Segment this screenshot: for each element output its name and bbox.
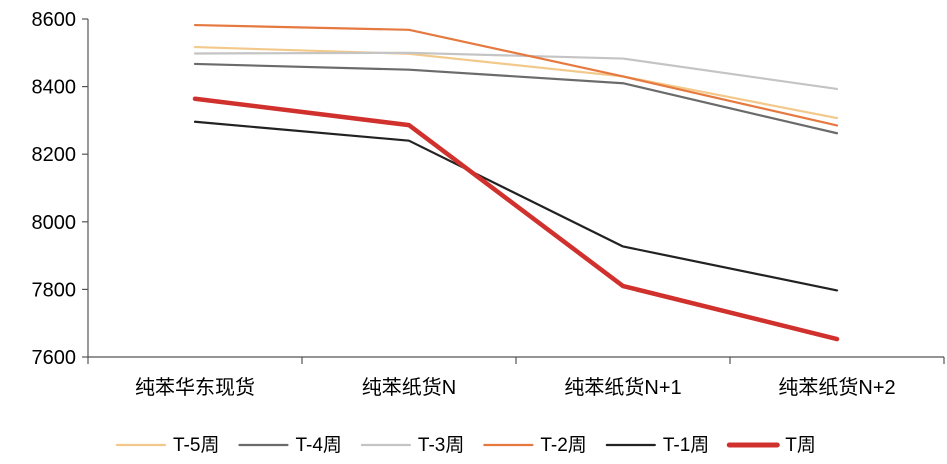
- legend-label: T-2周: [540, 435, 586, 456]
- legend: T-5周 T-4周 T-3周 T-2周 T-1周 T周: [115, 435, 816, 456]
- x-category-label: 纯苯纸货N: [362, 376, 456, 399]
- legend-label: T-4周: [295, 435, 341, 456]
- y-axis: 7600 7800 8000 8200 8400 8600: [32, 9, 89, 369]
- legend-label: T-3周: [418, 435, 464, 456]
- legend-label: T-1周: [663, 435, 709, 456]
- y-tick-label: 8200: [32, 144, 77, 166]
- x-category-label: 纯苯纸货N+1: [564, 376, 681, 399]
- y-tick-label: 8000: [32, 212, 77, 234]
- series-line: [193, 51, 839, 91]
- y-tick-label: 8400: [32, 77, 77, 99]
- y-tick-label: 7800: [32, 279, 77, 301]
- series-line: [193, 62, 839, 135]
- series-line: [192, 96, 840, 342]
- x-category-label: 纯苯纸货N+2: [778, 376, 895, 399]
- series-line: [193, 45, 839, 120]
- legend-label: T周: [785, 435, 816, 456]
- x-category-label: 纯苯华东现货: [135, 376, 255, 399]
- y-tick-label: 7600: [32, 347, 77, 369]
- series-layer: [192, 23, 840, 342]
- x-axis: 纯苯华东现货 纯苯纸货N 纯苯纸货N+1 纯苯纸货N+2: [87, 356, 945, 399]
- y-tick-label: 8600: [32, 9, 77, 31]
- legend-label: T-5周: [173, 435, 219, 456]
- series-line: [193, 120, 839, 292]
- series-line: [193, 23, 839, 127]
